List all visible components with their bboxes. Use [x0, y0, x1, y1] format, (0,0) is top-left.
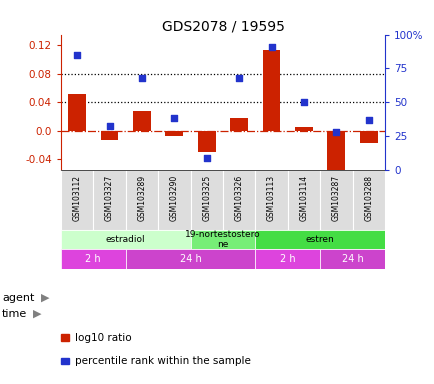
Text: estren: estren: [305, 235, 334, 244]
Text: 2 h: 2 h: [279, 254, 295, 264]
Text: GSM103326: GSM103326: [234, 174, 243, 221]
Text: time: time: [2, 309, 27, 319]
Text: agent: agent: [2, 293, 34, 303]
Text: GSM103288: GSM103288: [363, 174, 372, 220]
Text: 2 h: 2 h: [85, 254, 101, 264]
Bar: [125, 170, 158, 230]
Bar: [61, 170, 93, 230]
Bar: [287, 170, 319, 230]
Bar: [262, 50, 280, 131]
Text: 19-nortestostero
ne: 19-nortestostero ne: [185, 230, 260, 249]
Bar: [327, 131, 345, 170]
Text: GSM103112: GSM103112: [72, 174, 82, 220]
Bar: [359, 131, 377, 143]
Point: [203, 154, 210, 161]
Text: GSM103113: GSM103113: [266, 174, 276, 221]
Bar: [319, 170, 352, 230]
Bar: [165, 131, 183, 136]
Bar: [294, 127, 312, 131]
Text: ▶: ▶: [33, 309, 41, 319]
Point: [171, 115, 178, 121]
Point: [300, 99, 307, 105]
Text: GSM103114: GSM103114: [299, 174, 308, 221]
Point: [235, 75, 242, 81]
Text: log10 ratio: log10 ratio: [75, 333, 132, 343]
Bar: [190, 230, 255, 249]
Point: [332, 129, 339, 135]
Text: GSM103325: GSM103325: [202, 174, 211, 221]
Point: [73, 52, 80, 58]
Bar: [68, 94, 86, 131]
Bar: [255, 249, 319, 269]
Bar: [158, 170, 190, 230]
Text: GSM103327: GSM103327: [105, 174, 114, 221]
Bar: [319, 249, 384, 269]
Bar: [255, 170, 287, 230]
Bar: [100, 131, 118, 140]
Text: percentile rank within the sample: percentile rank within the sample: [75, 356, 250, 366]
Bar: [197, 131, 215, 152]
Text: GSM103290: GSM103290: [169, 174, 178, 221]
Bar: [255, 230, 384, 249]
Text: GSM103287: GSM103287: [331, 174, 340, 221]
Bar: [190, 170, 223, 230]
Point: [106, 123, 113, 129]
Bar: [61, 249, 125, 269]
Bar: [352, 170, 384, 230]
Point: [138, 75, 145, 81]
Text: ▶: ▶: [41, 293, 50, 303]
Text: 24 h: 24 h: [341, 254, 363, 264]
Bar: [230, 118, 247, 131]
Point: [365, 117, 372, 123]
Text: 24 h: 24 h: [179, 254, 201, 264]
Bar: [93, 170, 125, 230]
Text: estradiol: estradiol: [105, 235, 145, 244]
Text: GSM103289: GSM103289: [137, 174, 146, 221]
Bar: [223, 170, 255, 230]
Bar: [133, 111, 151, 131]
Point: [267, 44, 274, 50]
Bar: [125, 249, 255, 269]
Bar: [61, 230, 190, 249]
Title: GDS2078 / 19595: GDS2078 / 19595: [161, 20, 284, 33]
